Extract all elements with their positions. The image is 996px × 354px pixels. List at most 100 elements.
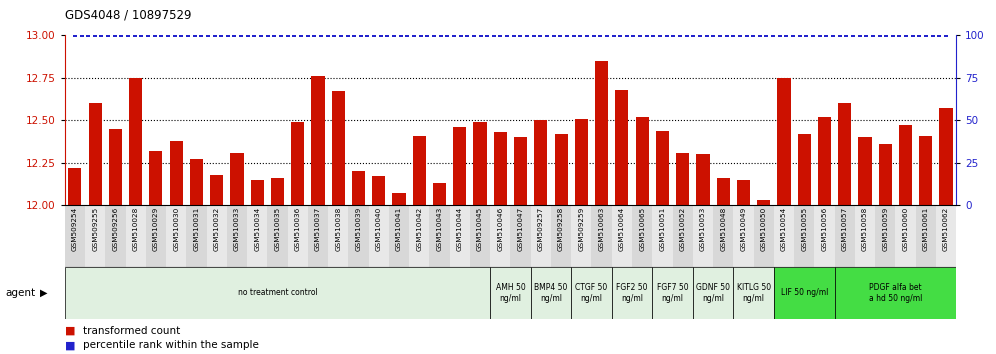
FancyBboxPatch shape [895,205,915,267]
Point [672,33,688,38]
Point [160,33,176,38]
Point [386,33,402,38]
Text: GSM509254: GSM509254 [72,207,78,251]
Bar [291,122,305,205]
Point [799,33,815,38]
FancyBboxPatch shape [855,205,875,267]
Point [200,33,216,38]
Point [74,33,90,38]
Text: ■: ■ [65,340,76,350]
Point [931,33,947,38]
Bar [473,122,487,205]
Point [865,33,880,38]
Point [546,33,562,38]
Text: GSM510051: GSM510051 [659,207,665,251]
Point [253,33,269,38]
FancyBboxPatch shape [65,267,490,319]
Text: GSM510065: GSM510065 [639,207,645,251]
Text: GSM510057: GSM510057 [842,207,848,251]
Point [779,33,795,38]
Bar [595,61,609,205]
FancyBboxPatch shape [713,205,733,267]
Bar [696,154,709,205]
Point [739,33,755,38]
Bar [655,131,669,205]
Text: GSM510064: GSM510064 [619,207,624,251]
Bar [109,129,122,205]
Point [472,33,488,38]
Point [466,33,482,38]
Bar [494,132,507,205]
Point [479,33,495,38]
Text: GSM509255: GSM509255 [92,207,99,251]
Point [432,33,448,38]
Point [712,33,728,38]
Text: GSM510042: GSM510042 [416,207,422,251]
FancyBboxPatch shape [531,267,572,319]
Point [426,33,442,38]
FancyBboxPatch shape [733,267,774,319]
Point [392,33,408,38]
Point [745,33,761,38]
Bar [676,153,689,205]
FancyBboxPatch shape [915,205,936,267]
Point [333,33,349,38]
Text: AMH 50
ng/ml: AMH 50 ng/ml [496,283,525,303]
Bar [777,78,791,205]
FancyBboxPatch shape [166,205,186,267]
Text: GDNF 50
ng/ml: GDNF 50 ng/ml [696,283,730,303]
Bar [575,119,588,205]
Bar [555,134,568,205]
Text: GSM510040: GSM510040 [375,207,381,251]
Point [293,33,309,38]
Text: BMP4 50
ng/ml: BMP4 50 ng/ml [534,283,568,303]
Bar [798,134,811,205]
Point [114,33,129,38]
FancyBboxPatch shape [145,205,166,267]
FancyBboxPatch shape [551,205,572,267]
Point [573,33,589,38]
Text: ■: ■ [65,326,76,336]
Bar [616,90,628,205]
Point [884,33,900,38]
FancyBboxPatch shape [388,205,409,267]
Point [226,33,242,38]
Point [320,33,336,38]
Bar [149,151,162,205]
FancyBboxPatch shape [125,205,145,267]
Point [904,33,920,38]
FancyBboxPatch shape [936,205,956,267]
FancyBboxPatch shape [288,205,308,267]
Text: GSM510059: GSM510059 [882,207,888,251]
FancyBboxPatch shape [247,205,267,267]
Point [638,33,654,38]
Bar [169,141,182,205]
Point [439,33,455,38]
Point [353,33,369,38]
Point [593,33,609,38]
Point [705,33,721,38]
FancyBboxPatch shape [409,205,429,267]
Point [499,33,515,38]
Point [586,33,602,38]
Point [133,33,149,38]
Bar [89,103,102,205]
Bar [939,108,952,205]
Point [360,33,375,38]
Bar [453,127,466,205]
FancyBboxPatch shape [733,205,754,267]
Point [692,33,708,38]
Bar [839,103,852,205]
Text: GSM509259: GSM509259 [579,207,585,251]
Bar [373,176,385,205]
Point [406,33,422,38]
Point [287,33,303,38]
Text: GSM510043: GSM510043 [436,207,442,251]
FancyBboxPatch shape [632,205,652,267]
Text: GSM510061: GSM510061 [922,207,929,251]
Point [652,33,668,38]
Point [599,33,615,38]
Text: GSM510036: GSM510036 [295,207,301,251]
FancyBboxPatch shape [470,205,490,267]
Point [373,33,388,38]
